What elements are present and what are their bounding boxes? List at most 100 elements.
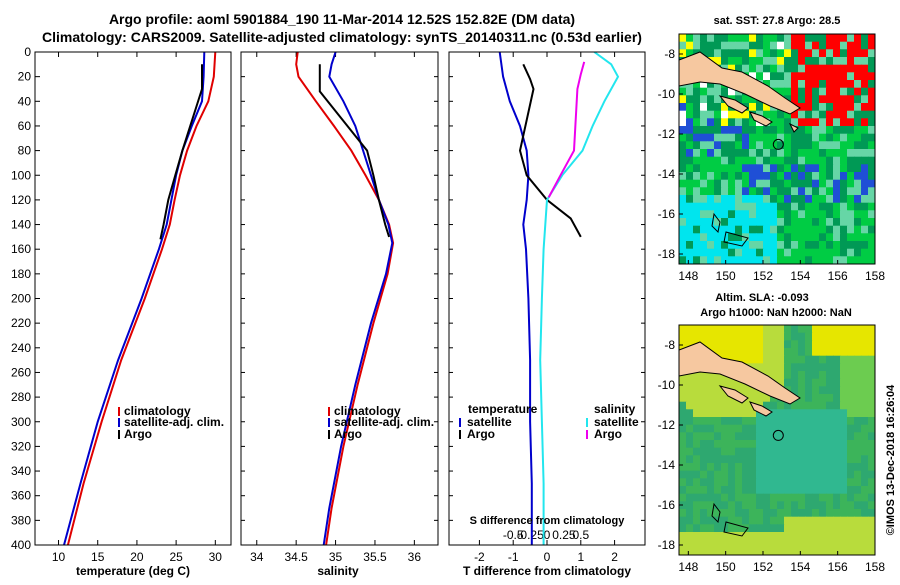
y-tick-label: 260 xyxy=(11,365,31,379)
map-cell xyxy=(840,486,848,495)
map-cell xyxy=(805,103,813,112)
map-cell xyxy=(826,187,834,196)
map-cell xyxy=(868,49,875,58)
map-cell xyxy=(777,195,785,204)
map-cell xyxy=(707,394,715,403)
map-cell xyxy=(735,417,743,426)
map-cell xyxy=(819,57,827,66)
map-cell xyxy=(847,409,855,418)
map-cell xyxy=(791,478,799,487)
map-cell xyxy=(819,164,827,173)
map-cell xyxy=(742,210,750,219)
map-cell xyxy=(735,172,743,181)
map-cell xyxy=(812,156,820,165)
x-tick-label: 150 xyxy=(716,560,736,574)
map-cell xyxy=(826,133,834,142)
map-cell xyxy=(763,126,771,135)
map-cell xyxy=(791,355,799,364)
map-cell xyxy=(840,455,848,464)
map-cell xyxy=(854,80,862,89)
map-cell xyxy=(714,156,722,165)
map-cell xyxy=(707,233,715,242)
map-cell xyxy=(770,248,778,257)
map-cell xyxy=(777,486,785,495)
map-cell xyxy=(861,432,869,441)
map-cell xyxy=(756,141,764,150)
map-cell xyxy=(749,486,757,495)
map-cell xyxy=(812,233,820,242)
map-cell xyxy=(770,493,778,502)
map-cell xyxy=(861,126,869,135)
y-tick-label: -8 xyxy=(664,47,675,61)
map-cell xyxy=(798,41,806,50)
map-cell xyxy=(868,501,875,510)
map-cell xyxy=(798,126,806,135)
y-tick-label: 20 xyxy=(18,70,32,84)
map-cell xyxy=(679,172,687,181)
map-cell xyxy=(707,133,715,142)
map-cell xyxy=(812,509,820,518)
map-cell xyxy=(819,493,827,502)
map-cell xyxy=(798,348,806,357)
map-cell xyxy=(861,539,869,548)
map-cell xyxy=(679,424,687,433)
map-cell xyxy=(686,41,694,50)
map-cell xyxy=(756,447,764,456)
map-cell xyxy=(819,210,827,219)
map-cell xyxy=(728,325,736,334)
map-cell xyxy=(742,164,750,173)
map-cell xyxy=(833,409,841,418)
map-cell xyxy=(784,493,792,502)
map-cell xyxy=(679,218,687,227)
map-cell xyxy=(686,516,694,525)
map-cell xyxy=(798,516,806,525)
map-cell xyxy=(770,340,778,349)
map-cell xyxy=(833,386,841,395)
sla-map-frame xyxy=(678,324,876,556)
map-cell xyxy=(791,187,799,196)
salinity-panel: 34 34.5 35 35.5 36 salinity climatology sate… xyxy=(240,51,439,578)
map-cell xyxy=(777,424,785,433)
map-cell xyxy=(833,41,841,50)
map-cell xyxy=(812,432,820,441)
map-cell xyxy=(686,325,694,334)
map-cell xyxy=(861,532,869,541)
map-cell xyxy=(679,126,687,135)
map-cell xyxy=(714,455,722,464)
map-cell xyxy=(812,149,820,158)
map-cell xyxy=(833,172,841,181)
map-cell xyxy=(847,371,855,380)
map-cell xyxy=(784,516,792,525)
map-cell xyxy=(770,547,778,555)
map-cell xyxy=(686,340,694,349)
map-cell xyxy=(840,348,848,357)
map-cell xyxy=(840,164,848,173)
x2-tick-label: -0.5 xyxy=(503,528,524,542)
map-cell xyxy=(833,248,841,257)
map-cell xyxy=(868,409,875,418)
map-cell xyxy=(707,126,715,135)
map-cell xyxy=(735,378,743,387)
map-cell xyxy=(763,195,771,204)
map-cell xyxy=(833,524,841,533)
map-cell xyxy=(693,470,701,479)
map-cell xyxy=(749,149,757,158)
map-cell xyxy=(812,417,820,426)
map-cell xyxy=(763,179,771,188)
map-cell xyxy=(721,440,729,449)
map-cell xyxy=(749,355,757,364)
map-cell xyxy=(714,164,722,173)
map-cell xyxy=(749,187,757,196)
map-cell xyxy=(854,509,862,518)
map-cell xyxy=(791,133,799,142)
map-cell xyxy=(826,524,834,533)
map-cell xyxy=(735,156,743,165)
map-cell xyxy=(833,34,841,43)
map-cell xyxy=(847,248,855,257)
map-cell xyxy=(700,225,708,234)
map-cell xyxy=(686,371,694,380)
map-cell xyxy=(805,126,813,135)
map-cell xyxy=(812,355,820,364)
map-cell xyxy=(714,187,722,196)
legend-label-argo: Argo xyxy=(124,427,152,441)
